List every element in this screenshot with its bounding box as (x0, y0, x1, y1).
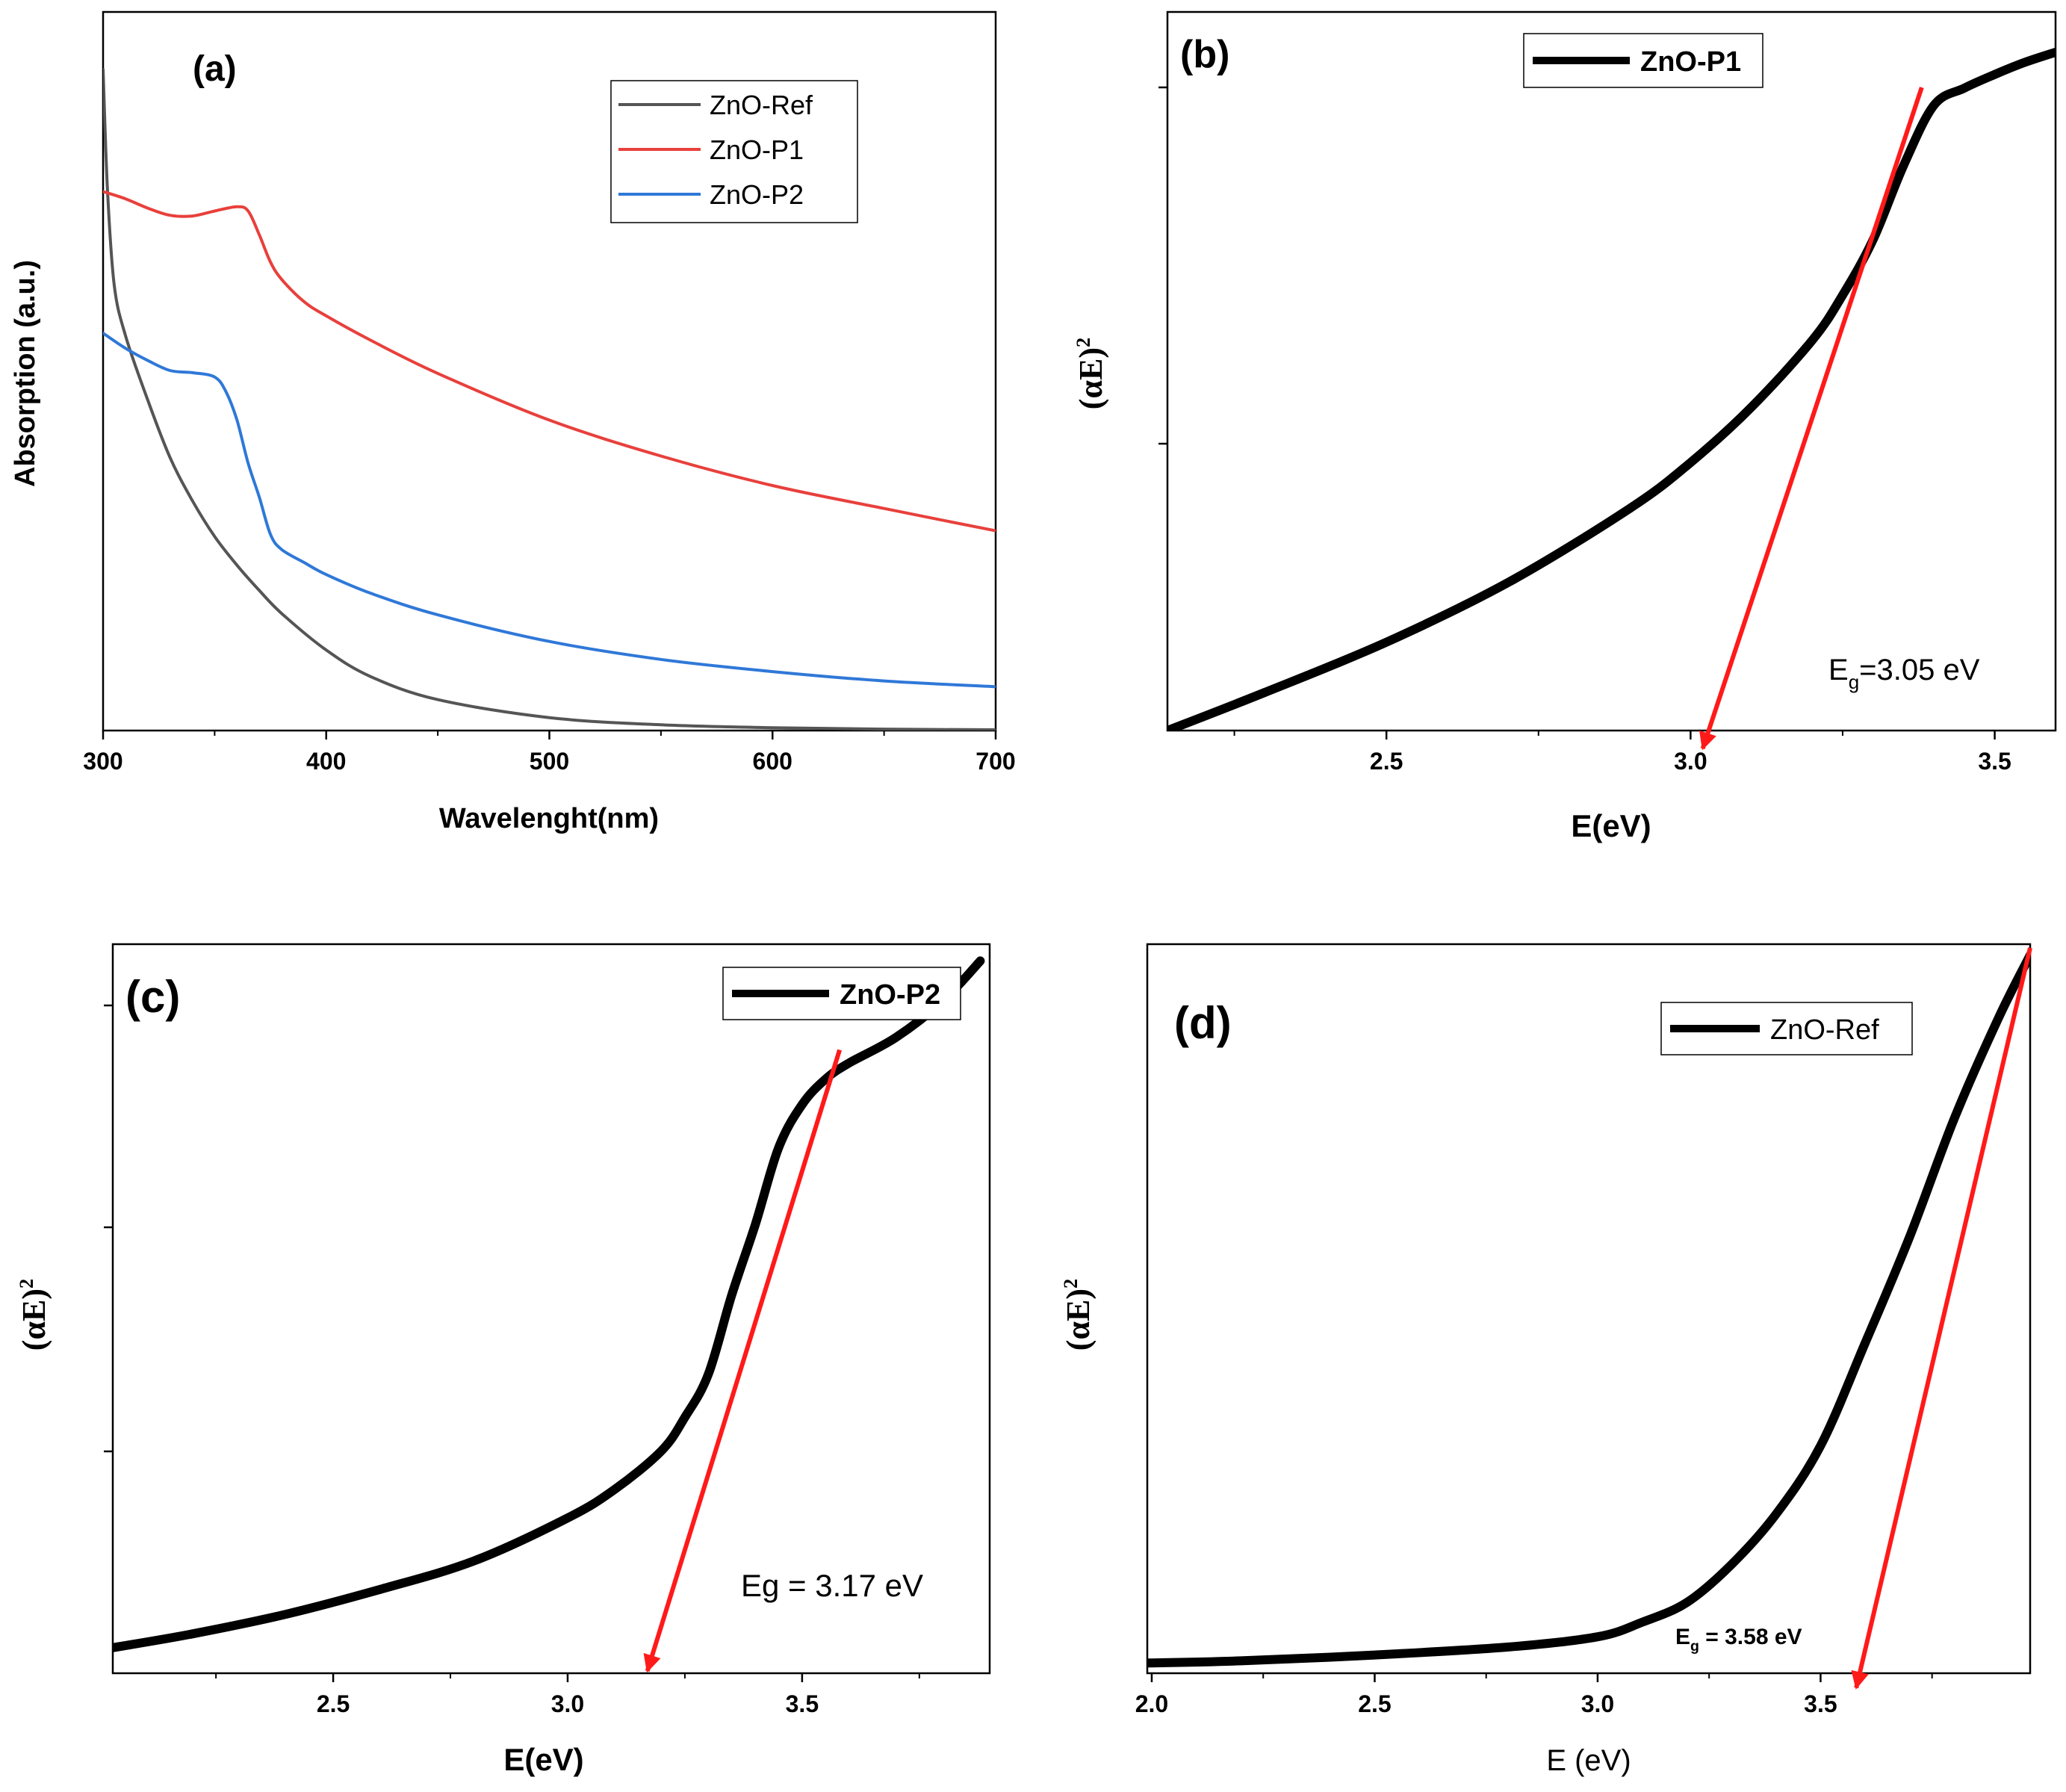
legend-label: ZnO-Ref (1770, 1014, 1879, 1046)
x-tick-label: 3.5 (1978, 748, 2011, 775)
band-gap-e: E (1828, 654, 1849, 686)
x-tick-label: 2.5 (1370, 748, 1403, 775)
panel-label: (a) (193, 49, 237, 89)
x-axis-label: Wavelenght(nm) (439, 803, 659, 834)
series-group (103, 68, 996, 731)
panel-b: 2.5 3.0 3.5 E(eV) (αE)2 (b) ZnO-P1 Eg=3.05 eV (1072, 10, 2057, 843)
x-tick-label: 3.0 (551, 1690, 584, 1717)
panel-label: (b) (1180, 33, 1229, 76)
x-tick-label: 3.0 (1581, 1690, 1614, 1717)
x-tick-label: 500 (530, 748, 569, 775)
series-line-zno-p2 (113, 956, 985, 1652)
series-line-zno-p1 (103, 190, 996, 533)
tangent-arrow (643, 1049, 842, 1673)
tangent-arrow (1851, 947, 2032, 1690)
series-line-zno-ref (103, 68, 996, 731)
panel-d: 2.0 2.5 3.0 3.5 E (eV) (αE)2 (d) ZnO-Ref Eg = 3.… (1059, 943, 2032, 1777)
panel-label: (c) (125, 972, 180, 1022)
band-gap-text: Eg = 3.17 eV (741, 1568, 923, 1603)
plot-frame (102, 10, 997, 732)
panel-a: 300 400 500 600 700 Wavelenght(nm) Absorption … (10, 10, 1016, 834)
x-axis-label: E(eV) (1571, 808, 1651, 843)
series-line-zno-p1 (1167, 47, 2056, 731)
band-gap-annotation: Eg=3.05 eV (1828, 654, 1980, 693)
series-group (113, 956, 985, 1652)
band-gap-sub: g (1690, 1638, 1699, 1655)
x-tick-label: 700 (975, 748, 1015, 775)
y-axis-label-text: Absorption (a.u.) (10, 260, 41, 487)
y-axis-label: (αE)2 (1072, 338, 1109, 409)
legend-label: ZnO-P2 (710, 179, 804, 210)
series-line-zno-p2 (103, 332, 996, 689)
legend-label: ZnO-P1 (710, 134, 804, 165)
y-axis-label: (αE)2 (1059, 1279, 1096, 1351)
y-axis-label: Absorption (a.u.) (10, 260, 41, 487)
x-tick-label: 2.5 (1358, 1690, 1391, 1717)
x-tick-label: 2.5 (317, 1690, 350, 1717)
band-gap-value: =3.05 eV (1859, 654, 1980, 686)
x-tick-label: 300 (83, 748, 122, 775)
y-axis-label-sup: 2 (1072, 338, 1094, 347)
plot-frame (1166, 10, 2057, 732)
x-axis-label: E (eV) (1546, 1744, 1631, 1777)
legend-label: ZnO-P1 (1640, 46, 1741, 78)
x-tick-label: 3.5 (1804, 1690, 1837, 1717)
legend-label: ZnO-Ref (710, 90, 813, 120)
band-gap-sub: g (1849, 671, 1859, 693)
y-axis-label-text: (αE) (16, 1289, 52, 1351)
band-gap-annotation: Eg = 3.17 eV (741, 1568, 923, 1603)
tangent-arrow (1699, 87, 1924, 751)
x-tick-label: 400 (306, 748, 346, 775)
panel-label: (d) (1174, 998, 1232, 1048)
plot-frame (1146, 943, 2032, 1675)
series-group (1167, 47, 2056, 731)
y-axis-label-sup: 2 (1059, 1279, 1082, 1289)
y-axis-label: (αE)2 (15, 1279, 52, 1351)
plot-frame (111, 943, 991, 1675)
x-axis-label: E(eV) (503, 1742, 583, 1777)
y-axis-label-text: (αE) (1060, 1289, 1096, 1351)
x-tick-label: 600 (753, 748, 792, 775)
y-axis-label-text: (αE) (1073, 347, 1109, 409)
band-gap-value: = 3.58 eV (1699, 1625, 1802, 1649)
x-tick-label: 2.0 (1135, 1690, 1168, 1717)
band-gap-annotation: Eg = 3.58 eV (1675, 1625, 1802, 1655)
panel-c: 2.5 3.0 3.5 E(eV) (αE)2 (c) ZnO-P2 Eg = 3.17 eV (15, 943, 991, 1777)
x-tick-label: 3.0 (1674, 748, 1707, 775)
series-line-zno-ref (1147, 950, 2030, 1668)
y-axis-label-sup: 2 (15, 1279, 37, 1289)
x-tick-label: 3.5 (786, 1690, 819, 1717)
legend-label: ZnO-P2 (840, 979, 940, 1011)
series-group (1147, 950, 2030, 1668)
band-gap-e: E (1675, 1625, 1690, 1649)
